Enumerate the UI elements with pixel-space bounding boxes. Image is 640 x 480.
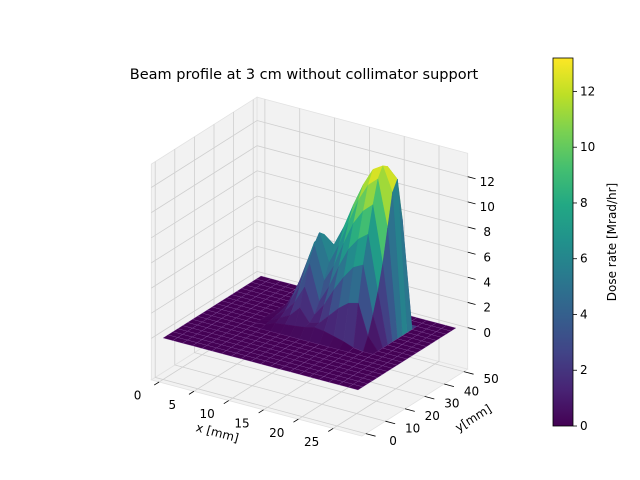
colorbar-tick-label: 2 — [580, 363, 588, 377]
y-tick-mark — [385, 420, 396, 425]
z-tick-label: 12 — [480, 175, 495, 189]
x-tick-mark — [328, 428, 334, 432]
x-tick-mark — [153, 381, 160, 386]
z-gridline — [151, 120, 468, 188]
x-tick-mark — [223, 400, 229, 404]
z-tick-mark — [467, 201, 476, 205]
z-tick-mark — [467, 302, 476, 305]
z-tick-mark — [467, 226, 476, 230]
y-tick-label: 50 — [483, 372, 498, 386]
x-tick-label: 10 — [200, 407, 215, 421]
y-tick-mark — [424, 395, 435, 400]
x-tick-mark — [293, 418, 299, 423]
x-tick-label: 0 — [134, 389, 142, 403]
z-tick-label: 0 — [483, 326, 491, 340]
x-tick-label: 5 — [169, 398, 177, 412]
y-gridline — [154, 161, 366, 434]
dose-rate-surface — [162, 165, 457, 391]
z-tick-mark — [467, 276, 476, 280]
chart-title: Beam profile at 3 cm without collimator … — [130, 67, 479, 83]
x-tick-label: 15 — [234, 416, 249, 430]
x-tick-mark — [188, 390, 195, 395]
x-tick-label: 25 — [304, 435, 319, 449]
y-tick-label: 30 — [444, 397, 459, 411]
z-tick-label: 4 — [483, 275, 491, 289]
colorbar-ticks: 0 2 4 6 8 10 12 — [573, 84, 595, 433]
y-tick-mark — [444, 383, 455, 387]
axes-ticks: 0 5 10 15 20 25 0 10 20 30 40 50 0 2 4 6 8 10 12 — [134, 175, 499, 449]
y-tick-label: 10 — [405, 421, 420, 435]
y-gridline — [174, 149, 386, 422]
x-tick-label: 20 — [269, 426, 284, 440]
colorbar-tick-label: 6 — [580, 252, 588, 266]
z-tick-label: 10 — [480, 200, 495, 214]
colorbar-tick-label: 0 — [580, 419, 588, 433]
colorbar: 0 2 4 6 8 10 12 Dose rate [Mrad/hr] — [552, 57, 619, 433]
z-tick-label: 8 — [483, 225, 491, 239]
y-tick-label: 0 — [389, 434, 397, 448]
y-tick-label: 40 — [464, 384, 479, 398]
colorbar-tick-label: 8 — [580, 196, 588, 210]
y-tick-mark — [404, 408, 415, 412]
z-tick-label: 2 — [483, 301, 491, 315]
y-tick-mark — [365, 433, 376, 437]
x-tick-mark — [258, 409, 264, 414]
colorbar-tick-label: 4 — [580, 307, 588, 321]
x-gridline — [332, 145, 440, 429]
z-tick-label: 6 — [483, 250, 491, 264]
z-tick-mark — [467, 251, 476, 255]
z-tick-mark — [467, 327, 476, 331]
colorbar-gradient — [552, 57, 574, 427]
surface-facet — [347, 384, 364, 391]
z-tick-mark — [467, 176, 476, 180]
colorbar-label: Dose rate [Mrad/hr] — [605, 183, 619, 301]
colorbar-tick-label: 10 — [580, 140, 595, 154]
colorbar-tick-label: 12 — [580, 84, 595, 98]
y-tick-mark — [463, 371, 474, 375]
y-tick-label: 20 — [425, 409, 440, 423]
y-gridline — [193, 136, 406, 410]
